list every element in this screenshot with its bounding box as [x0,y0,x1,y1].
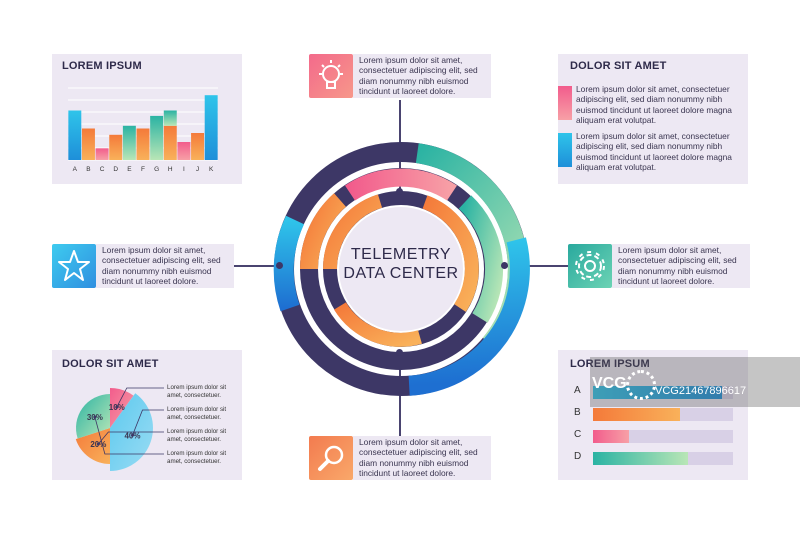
ring-core [339,207,463,331]
ring-dot-right [501,262,508,269]
hbar-label-B: B [574,407,581,418]
top-center-text-panel: Lorem ipsum dolor sit amet, consectetuer… [353,54,491,98]
x-tick-label: J [196,166,199,173]
ring-middle-pink [345,168,457,201]
pie-callout-3: Lorem ipsum dolor sit amet, consectetuer… [167,428,227,443]
lightbulb-icon [319,60,343,89]
magnifier-icon [318,445,344,471]
pie-slice-3 [75,428,110,464]
hbar-fill-A [593,386,722,399]
pie-leader-line [116,387,164,408]
pie-leader-line [98,431,164,445]
left-text-panel: Lorem ipsum dolor sit amet, consectetuer… [96,244,234,288]
hbar-fill-D [593,452,689,465]
bar-B [81,128,95,160]
bar-H [163,125,177,160]
ring-inner-orange [322,194,383,270]
magnifier-icon-box [309,436,353,480]
top-left-title: LOREM IPSUM [62,60,142,72]
bar-J [191,133,205,160]
hbar-label-C: C [574,429,582,440]
bar-K [204,95,218,160]
ring-dot-top [396,188,403,195]
top-right-text-1: Lorem ipsum dolor sit amet, consectetuer… [576,84,732,126]
hbar-label-A: A [574,385,581,396]
x-tick-label: B [86,166,90,173]
pie-leader-line [94,416,164,455]
top-right-panel [558,54,748,184]
lightbulb-icon-box [309,54,353,98]
x-tick-label: F [141,166,145,173]
watermark-id: VCG21467896617 [655,385,747,397]
pie-leader-line [132,409,164,436]
bar-D [109,134,123,160]
x-tick-label: G [154,166,159,173]
bottom-center-text: Lorem ipsum dolor sit amet, consectetuer… [359,437,478,479]
hbar-fill-C [593,430,630,443]
gear-icon [575,251,605,281]
watermark-brand: VCG [592,375,627,392]
bar-F [136,128,150,160]
watermark-logo [626,370,656,400]
x-tick-label: A [73,166,78,173]
ring-inner-orange-right [422,195,479,312]
ring-dot-left [276,262,283,269]
x-tick-label: D [113,166,118,173]
watermark-strip [590,357,800,407]
bottom-center-text-panel: Lorem ipsum dolor sit amet, consectetuer… [353,436,491,480]
ring-dot-bottom [396,349,403,356]
ring-middle-teal [458,195,503,323]
pie-leader-dot [115,405,119,409]
pie-leader-dot [130,433,134,437]
left-text: Lorem ipsum dolor sit amet, consectetuer… [102,245,221,287]
bottom-right-title: LOREM IPSUM [570,358,650,370]
ring-outer-blue-left [273,215,305,312]
hbar-fill-B [593,408,680,421]
connector-right [505,265,568,267]
gear-icon-box [568,244,612,288]
vertical-bar-chart: A B C D E F G H I J K [68,87,218,173]
ring-middle-orange [299,193,347,270]
pie-chart: 10%40%20%30% [75,387,164,471]
pie-leader-dot [96,442,100,446]
legend-bar-blue [558,133,572,167]
legend-bar-pink [558,86,572,120]
right-text: Lorem ipsum dolor sit amet, consectetuer… [618,245,737,287]
pie-callout-4: Lorem ipsum dolor sit amet, consectetuer… [167,450,227,465]
ring-outer-blue [408,237,530,396]
top-center-text: Lorem ipsum dolor sit amet, consectetuer… [359,55,478,97]
pie-callout-1: Lorem ipsum dolor sit amet, consectetuer… [167,384,227,399]
top-right-text-2: Lorem ipsum dolor sit amet, consectetuer… [576,131,732,173]
pie-leader-dot [93,415,97,419]
x-tick-label: C [100,166,105,173]
bar-overlay-H [163,110,177,126]
bottom-left-title: DOLOR SIT AMET [62,358,159,370]
bar-A [68,110,82,160]
bar-G [150,115,164,160]
hbar-label-D: D [574,451,582,462]
star-icon-box [52,244,96,288]
top-right-title: DOLOR SIT AMET [570,60,667,72]
star-icon [58,250,90,281]
bar-C [95,148,109,160]
ring-inner-orange-bottom [334,302,422,347]
center-title: TELEMETRY DATA CENTER [321,245,481,283]
pie-slice-4 [75,394,110,439]
x-tick-label: E [127,166,132,173]
x-tick-label: K [209,166,214,173]
x-tick-label: I [183,166,185,173]
bar-E [122,125,136,160]
right-text-panel: Lorem ipsum dolor sit amet, consectetuer… [612,244,750,288]
ring-diagram [273,142,530,396]
connector-left [233,265,280,267]
pie-callout-2: Lorem ipsum dolor sit amet, consectetuer… [167,406,227,421]
pie-slice-1 [110,388,134,428]
bar-I [177,142,191,160]
x-tick-label: H [168,166,173,173]
center-title-line2: DATA CENTER [343,265,459,282]
center-title-line1: TELEMETRY [350,246,452,263]
